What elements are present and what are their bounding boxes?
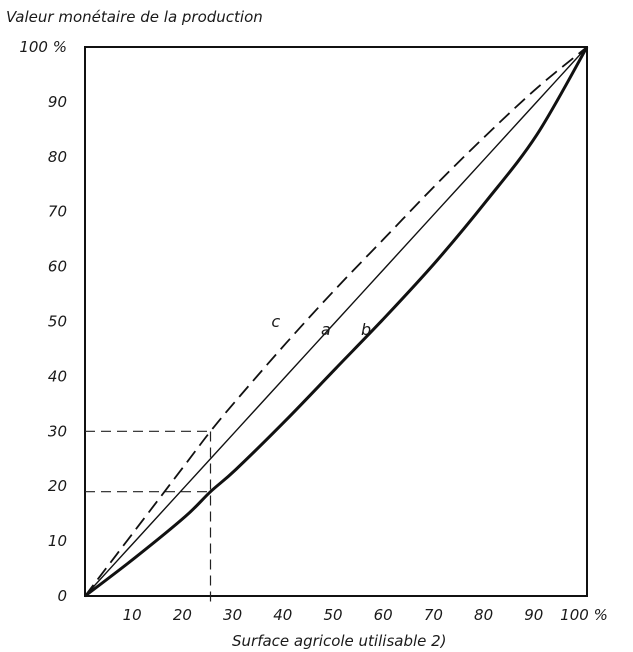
x-tick-label: 100 %	[560, 606, 608, 624]
y-tick-label: 20	[48, 477, 67, 495]
x-tick-label: 90	[524, 606, 543, 624]
x-tick-label: 70	[424, 606, 443, 624]
y-tick-label: 90	[48, 93, 67, 111]
x-tick-label: 40	[273, 606, 292, 624]
y-tick-label: 10	[48, 532, 67, 550]
curve-label-a: a	[321, 320, 331, 339]
x-tick-label: 60	[374, 606, 393, 624]
x-tick-label: 50	[323, 606, 342, 624]
y-tick-label: 100 %	[19, 38, 67, 56]
x-tick-label: 20	[173, 606, 192, 624]
series-lines	[84, 46, 589, 598]
series-line-c	[84, 46, 588, 597]
y-tick-label: 50	[48, 313, 67, 331]
y-axis-title: Valeur monétaire de la production	[6, 8, 263, 26]
plot-border	[84, 46, 588, 597]
y-tick-label: 60	[48, 258, 67, 276]
y-tick-label: 80	[48, 148, 67, 166]
x-tick-label: 30	[223, 606, 242, 624]
plot-frame	[84, 46, 588, 597]
y-tick-label: 40	[48, 367, 67, 385]
x-tick-label: 10	[123, 606, 142, 624]
curve-label-b: b	[361, 320, 371, 339]
x-axis-ticks: 10 20 30 40 50 60 70 80 90 100 %	[123, 606, 608, 624]
curve-label-c: c	[271, 312, 280, 331]
y-tick-label: 0	[57, 587, 67, 605]
y-tick-label: 70	[48, 203, 67, 221]
series-line-a	[84, 46, 588, 597]
x-axis-title: Surface agricole utilisable 2)	[232, 632, 447, 650]
y-tick-label: 30	[48, 422, 67, 440]
x-tick-label: 80	[474, 606, 493, 624]
reference-lines	[85, 430, 212, 602]
y-axis-ticks: 0 10 20 30 40 50 60 70 80 90 100 %	[19, 38, 67, 605]
series-line-b	[84, 46, 589, 598]
